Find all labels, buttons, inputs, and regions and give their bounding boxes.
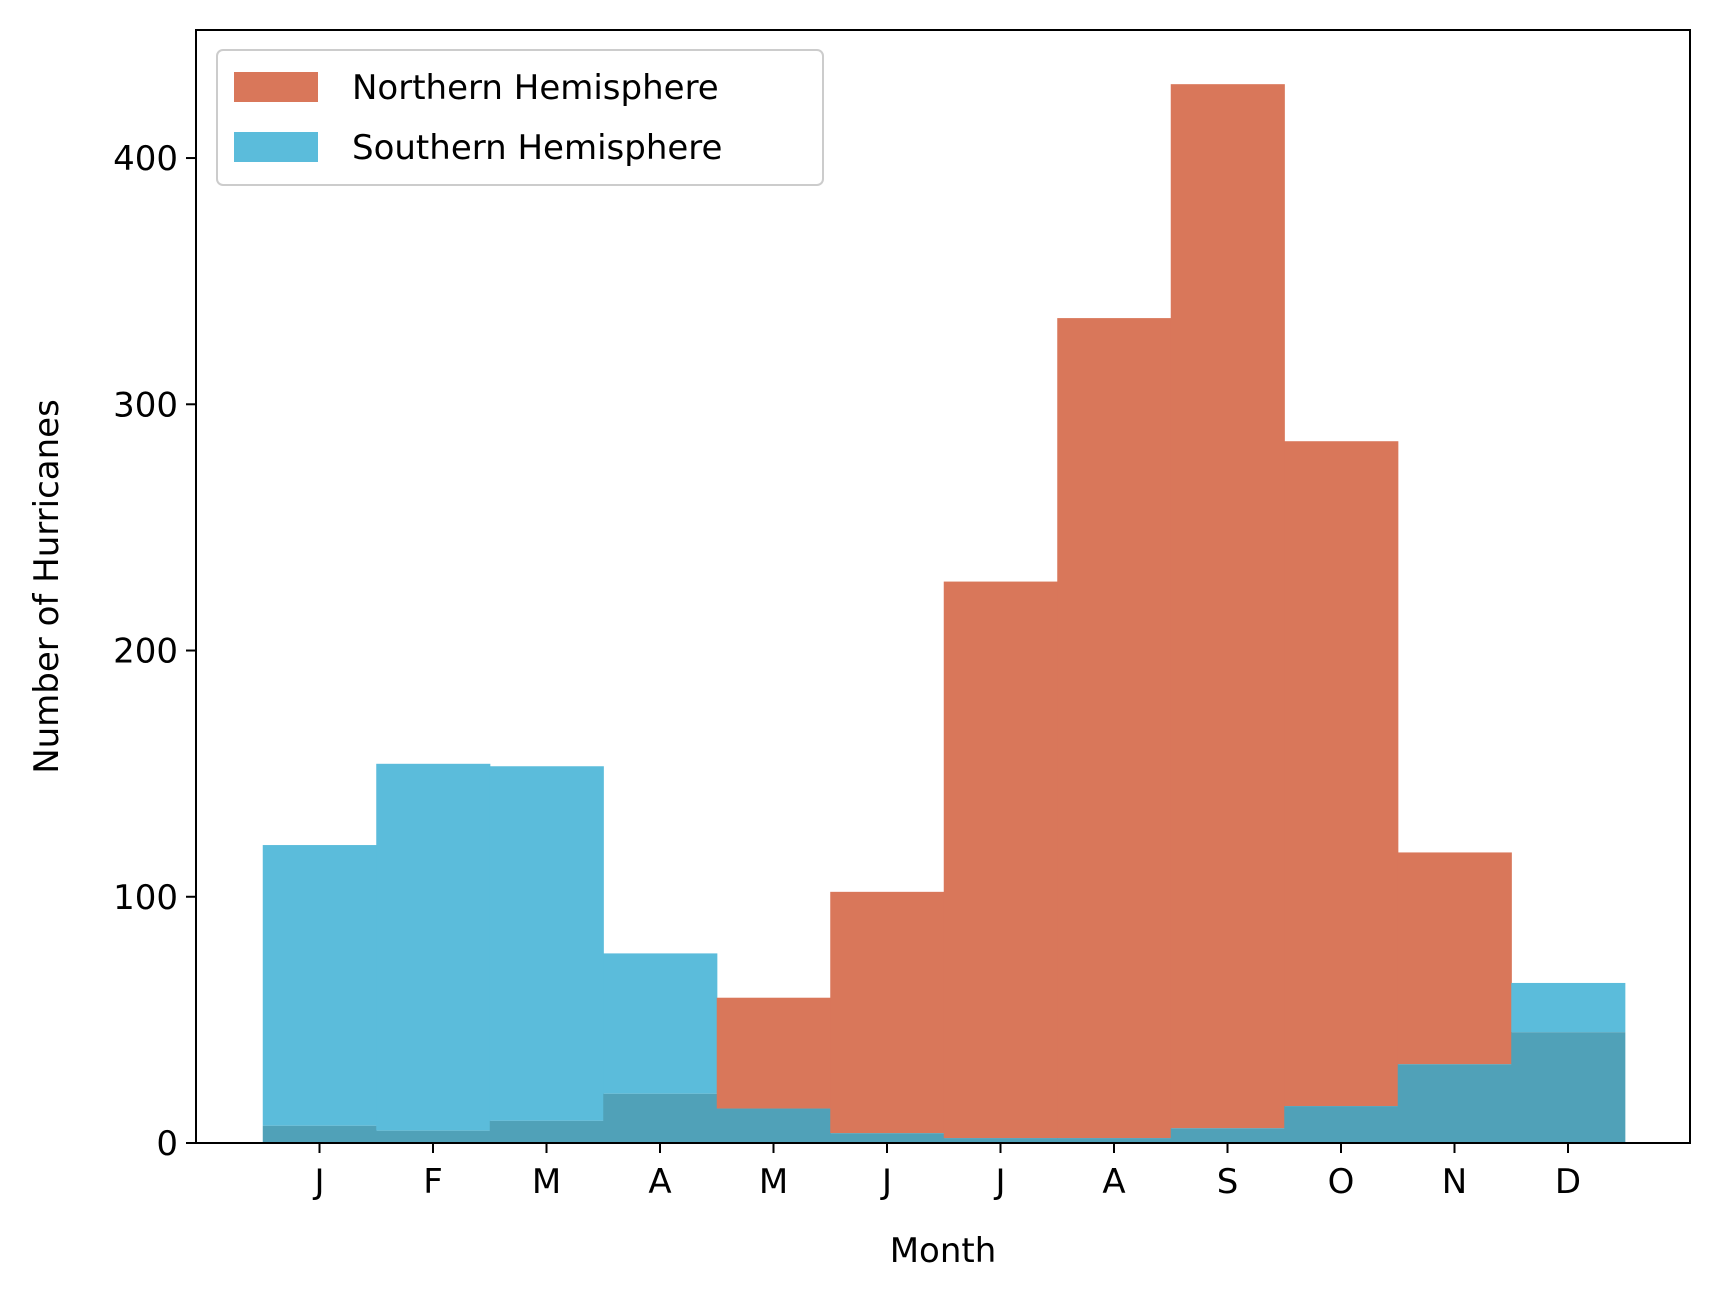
legend-swatch: [234, 72, 318, 102]
y-tick-label: 300: [113, 385, 178, 425]
bar-overlap: [262, 1125, 377, 1143]
x-tick-label: N: [1442, 1162, 1467, 1202]
bar-southern-hemisphere: [603, 953, 718, 1094]
bar-southern-hemisphere: [1511, 982, 1626, 1033]
x-tick-label: D: [1555, 1162, 1581, 1202]
x-tick-label: J: [993, 1162, 1005, 1202]
legend: Northern Hemisphere Southern Hemisphere: [216, 49, 824, 186]
x-tick-label: M: [759, 1162, 788, 1202]
bar-southern-hemisphere: [489, 766, 604, 1121]
bar-northern-hemisphere: [1057, 318, 1172, 1139]
bar-overlap: [376, 1130, 491, 1143]
x-axis-label: Month: [890, 1231, 997, 1271]
x-tick-label: F: [423, 1162, 443, 1202]
axes-group: 0 100 200 300 400 J F M A M J J A S O N D: [113, 29, 1691, 1202]
bar-northern-hemisphere: [1397, 852, 1512, 1065]
bar-overlap: [1397, 1064, 1512, 1143]
bar-overlap: [603, 1093, 718, 1143]
y-tick-label: 400: [113, 139, 178, 179]
y-tick-label: 200: [113, 632, 178, 672]
x-tick-label: J: [880, 1162, 892, 1202]
plot-frame: [195, 29, 1691, 1144]
bar-northern-hemisphere: [943, 581, 1058, 1139]
bar-overlap: [716, 1108, 831, 1143]
legend-entry: Southern Hemisphere: [352, 128, 722, 168]
x-tick-label: O: [1328, 1162, 1355, 1202]
bar-southern-hemisphere: [262, 845, 377, 1126]
bar-overlap: [1170, 1128, 1285, 1143]
legend-swatch: [234, 132, 318, 162]
bar-overlap: [1057, 1138, 1172, 1143]
bar-northern-hemisphere: [716, 997, 831, 1109]
legend-entry: Northern Hemisphere: [352, 68, 719, 108]
bar-northern-hemisphere: [1170, 84, 1285, 1129]
x-tick-label: S: [1217, 1162, 1239, 1202]
legend-box: [216, 49, 824, 186]
x-tick-label: J: [312, 1162, 324, 1202]
bar-overlap: [489, 1120, 604, 1143]
bar-overlap: [1284, 1106, 1399, 1143]
bars-group: [262, 84, 1626, 1143]
x-tick-label: M: [532, 1162, 561, 1202]
bar-overlap: [943, 1138, 1058, 1143]
bar-overlap: [1511, 1032, 1626, 1143]
y-axis-label: Number of Hurricanes: [27, 399, 67, 774]
bar-northern-hemisphere: [830, 891, 945, 1134]
bar-northern-hemisphere: [1284, 441, 1399, 1107]
bar-southern-hemisphere: [376, 763, 491, 1131]
bar-overlap: [830, 1133, 945, 1143]
y-tick-label: 0: [156, 1124, 178, 1164]
y-tick-label: 100: [113, 878, 178, 918]
x-tick-label: A: [1102, 1162, 1125, 1202]
x-tick-label: A: [648, 1162, 671, 1202]
